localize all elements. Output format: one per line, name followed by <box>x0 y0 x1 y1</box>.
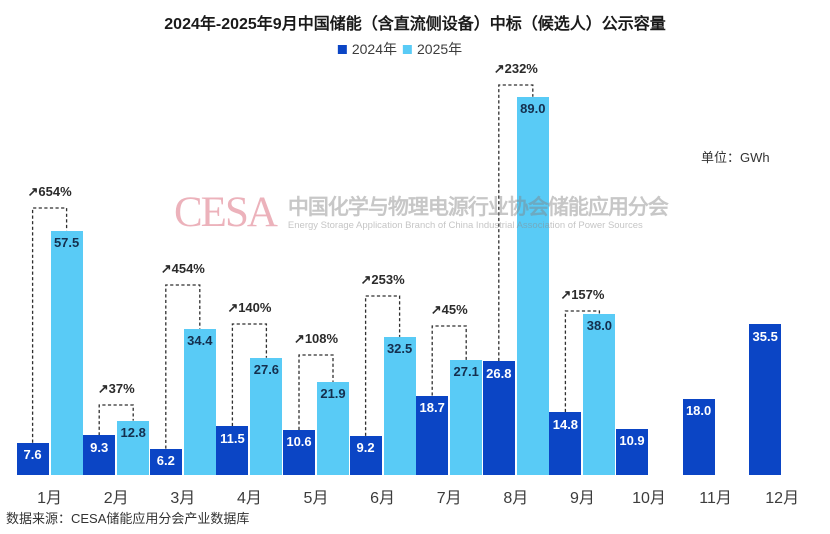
bar-value-2025-8月: 89.0 <box>520 101 546 117</box>
bar-value-2025-5月: 21.9 <box>320 386 346 402</box>
chart-title: 2024年-2025年9月中国储能（含直流侧设备）中标（候选人）公示容量 <box>164 16 666 33</box>
unit-label: 单位：GWh <box>701 150 770 165</box>
bar-2025-3月 <box>183 328 216 475</box>
bar-2024-6月 <box>349 435 382 475</box>
source-note: 数据来源：CESA储能应用分会产业数据库 <box>6 511 250 526</box>
x-axis-label-5月: 5月 <box>303 490 329 507</box>
bar-value-2025-6月: 32.5 <box>386 341 413 357</box>
bar-value-2024-3月: 6.2 <box>156 453 175 469</box>
bar-2024-2月 <box>83 435 116 475</box>
bar-2025-2月 <box>117 420 150 475</box>
bar-2025-9月 <box>583 313 616 475</box>
growth-label-5月: ↗108% <box>293 331 339 346</box>
growth-bracket-8月 <box>498 84 534 362</box>
x-axis-label-1月: 1月 <box>37 490 63 507</box>
bar-2025-8月 <box>516 96 549 475</box>
growth-label-2月: ↗37% <box>97 381 135 396</box>
growth-label-7月: ↗45% <box>430 302 468 317</box>
bar-2025-7月 <box>450 359 483 475</box>
x-axis-label-10月: 10月 <box>632 490 666 507</box>
x-axis-label-2月: 2月 <box>103 490 129 507</box>
x-axis-label-11月: 11月 <box>699 490 732 507</box>
growth-bracket-2月 <box>98 404 134 436</box>
bar-2025-5月 <box>317 381 349 475</box>
bar-value-2025-9月: 38.0 <box>586 318 613 333</box>
legend-item-2025: 2025年 <box>403 39 462 59</box>
bar-2024-5月 <box>283 429 315 475</box>
bar-value-2024-7月: 18.7 <box>419 400 445 416</box>
bar-2024-10月 <box>616 428 648 475</box>
bar-2024-1月 <box>16 442 49 475</box>
growth-bracket-1月 <box>31 207 68 443</box>
bar-2024-8月 <box>482 361 515 475</box>
bar-value-2024-9月: 14.8 <box>552 416 579 432</box>
bar-value-2025-1月: 57.5 <box>53 235 80 251</box>
growth-bracket-6月 <box>364 295 401 436</box>
bar-2024-9月 <box>549 412 582 475</box>
bar-value-2024-5月: 10.6 <box>286 434 312 450</box>
legend-swatch-2024 <box>337 44 347 54</box>
bar-2025-6月 <box>383 336 416 475</box>
bar-value-2025-7月: 27.1 <box>453 364 479 380</box>
bar-2024-4月 <box>216 426 249 475</box>
bar-value-2024-2月: 9.3 <box>90 439 109 455</box>
legend-label-2024: 2024年 <box>351 41 397 57</box>
x-axis-label-4月: 4月 <box>236 490 262 507</box>
growth-label-9月: ↗157% <box>560 287 605 302</box>
legend-item-2024: 2024年 <box>337 39 397 59</box>
bar-value-2025-4月: 27.6 <box>253 362 280 378</box>
bar-value-2024-11月: 18.0 <box>685 403 712 418</box>
bar-2024-11月 <box>682 398 715 475</box>
bar-value-2024-8月: 26.8 <box>486 365 512 381</box>
growth-bracket-5月 <box>298 354 334 430</box>
x-axis-label-12月: 12月 <box>765 490 800 507</box>
bar-2025-1月 <box>50 230 83 475</box>
bar-2025-4月 <box>250 357 283 475</box>
growth-label-3月: ↗454% <box>160 261 205 276</box>
x-axis-label-9月: 9月 <box>569 490 595 507</box>
bar-value-2024-6月: 9.2 <box>356 440 375 456</box>
bar-value-2024-10月: 10.9 <box>619 433 645 449</box>
legend: 2024年 2025年 <box>337 39 462 59</box>
bar-2024-7月 <box>416 395 449 475</box>
x-axis-label-3月: 3月 <box>170 490 196 507</box>
growth-bracket-4月 <box>231 323 268 427</box>
x-axis-label-6月: 6月 <box>370 490 396 507</box>
bar-2024-3月 <box>149 448 182 475</box>
growth-bracket-3月 <box>165 284 201 449</box>
x-axis-label-8月: 8月 <box>503 490 529 507</box>
bar-value-2025-2月: 12.8 <box>120 425 146 441</box>
bar-value-2024-4月: 11.5 <box>220 430 245 446</box>
legend-label-2025: 2025年 <box>417 41 463 57</box>
growth-label-8月: ↗232% <box>493 61 538 76</box>
growth-bracket-7月 <box>431 325 467 396</box>
bar-value-2024-1月: 7.6 <box>23 447 42 463</box>
x-axis-label-7月: 7月 <box>436 490 462 507</box>
growth-label-6月: ↗253% <box>360 272 405 287</box>
growth-label-4月: ↗140% <box>227 300 272 315</box>
growth-label-1月: ↗654% <box>27 184 72 199</box>
bar-value-2024-12月: 35.5 <box>752 328 778 344</box>
growth-bracket-9月 <box>564 310 601 413</box>
legend-swatch-2025 <box>403 44 412 54</box>
bar-2024-12月 <box>749 324 782 475</box>
bar-value-2025-3月: 34.4 <box>187 333 213 349</box>
